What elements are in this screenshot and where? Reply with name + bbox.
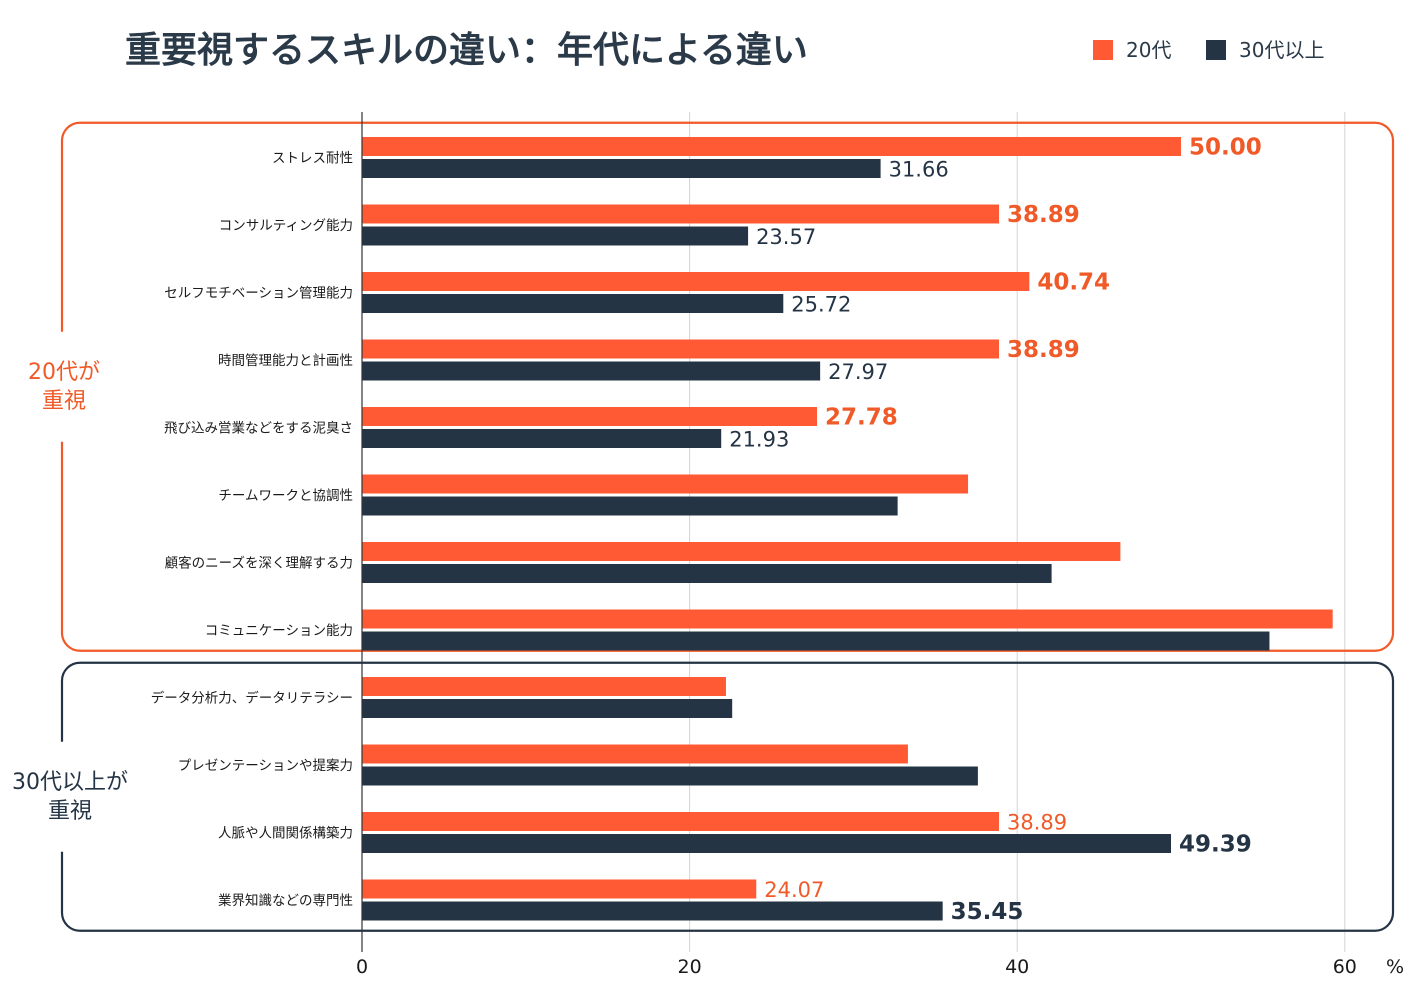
data-label-20s-1: 38.89	[1007, 202, 1080, 228]
category-label-4: 飛び込み営業などをする泥臭さ	[164, 421, 353, 437]
bar-30s-plus-3	[362, 361, 821, 381]
category-label-10: 人脈や人間関係構築力	[218, 826, 353, 842]
group-label-30s-plus-line-0: 30代以上が	[12, 770, 128, 795]
bars	[362, 137, 1333, 921]
data-labels: 50.00 31.66 38.89 23.57 40.74 25.72 38.89 27.97…	[729, 135, 1262, 926]
category-label-5: チームワークと協調性	[218, 488, 353, 504]
bar-30s-plus-9	[362, 766, 978, 786]
bar-30s-plus-1	[362, 226, 749, 246]
bar-20s-7	[362, 609, 1333, 629]
legend: 20代 30代以上	[1093, 38, 1324, 62]
x-axis-ticks: 0 20 40 60	[356, 956, 1357, 978]
bar-20s-6	[362, 542, 1121, 561]
legend-swatch-30s-plus	[1206, 40, 1226, 60]
bar-20s-2	[362, 272, 1030, 291]
x-tick-label-20: 20	[678, 956, 702, 978]
category-label-7: コミュニケーション能力	[205, 623, 353, 639]
data-label-20s-10: 38.89	[1007, 811, 1067, 835]
chart-title: 重要視するスキルの違い：年代による違い	[125, 30, 808, 71]
bar-30s-plus-2	[362, 294, 784, 313]
group-label-mask	[50, 741, 76, 852]
unit-label: %	[1386, 956, 1404, 978]
data-label-30s-plus-0: 31.66	[889, 158, 949, 182]
legend-label-30s-plus: 30代以上	[1239, 38, 1324, 62]
x-tick-label-0: 0	[356, 956, 368, 978]
category-label-11: 業界知識などの専門性	[218, 892, 353, 909]
x-tick-label-60: 60	[1333, 956, 1357, 978]
bar-20s-8	[362, 677, 726, 696]
category-label-0: ストレス耐性	[272, 151, 353, 167]
bar-30s-plus-8	[362, 699, 733, 718]
bar-20s-1	[362, 204, 1000, 224]
category-label-9: プレゼンテーションや提案力	[178, 757, 353, 774]
bar-20s-9	[362, 744, 908, 764]
data-label-30s-plus-4: 21.93	[729, 428, 789, 452]
category-label-3: 時間管理能力と計画性	[218, 353, 353, 369]
bar-20s-11	[362, 879, 757, 899]
bar-30s-plus-6	[362, 564, 1052, 583]
category-label-2: セルフモチベーション管理能力	[164, 286, 353, 302]
data-label-20s-4: 27.78	[825, 405, 898, 431]
data-label-30s-plus-2: 25.72	[791, 293, 851, 317]
data-label-20s-2: 40.74	[1037, 270, 1110, 296]
bar-30s-plus-10	[362, 834, 1172, 853]
group-label-20s-line-1: 重視	[42, 389, 86, 414]
bar-30s-plus-7	[362, 631, 1270, 651]
bar-20s-10	[362, 812, 1000, 831]
data-label-20s-3: 38.89	[1007, 337, 1080, 363]
legend-label-20s: 20代	[1126, 38, 1171, 62]
data-label-20s-11: 24.07	[764, 878, 824, 902]
bar-20s-0	[362, 137, 1181, 156]
bar-20s-3	[362, 339, 1000, 359]
bar-30s-plus-4	[362, 429, 722, 448]
legend-swatch-20s	[1093, 40, 1113, 60]
x-tick-label-40: 40	[1005, 956, 1029, 978]
data-label-20s-0: 50.00	[1189, 135, 1262, 161]
group-label-20s-line-0: 20代が	[28, 360, 100, 385]
bar-30s-plus-0	[362, 159, 881, 178]
category-labels: ストレス耐性コンサルティング能力セルフモチベーション管理能力時間管理能力と計画性…	[151, 151, 353, 910]
data-label-30s-plus-1: 23.57	[756, 225, 816, 249]
group-label-30s-plus-line-1: 重視	[48, 799, 92, 824]
category-label-6: 顧客のニーズを深く理解する力	[165, 555, 353, 572]
bar-20s-5	[362, 474, 969, 494]
bar-30s-plus-11	[362, 901, 943, 921]
data-label-30s-plus-3: 27.97	[828, 360, 888, 384]
data-label-30s-plus-10: 49.39	[1179, 832, 1252, 858]
category-label-1: コンサルティング能力	[219, 218, 353, 234]
data-label-30s-plus-11: 35.45	[951, 899, 1024, 925]
category-label-8: データ分析力、データリテラシー	[151, 690, 353, 707]
group-label-mask	[50, 331, 76, 442]
bar-30s-plus-5	[362, 496, 898, 516]
bar-20s-4	[362, 407, 818, 426]
